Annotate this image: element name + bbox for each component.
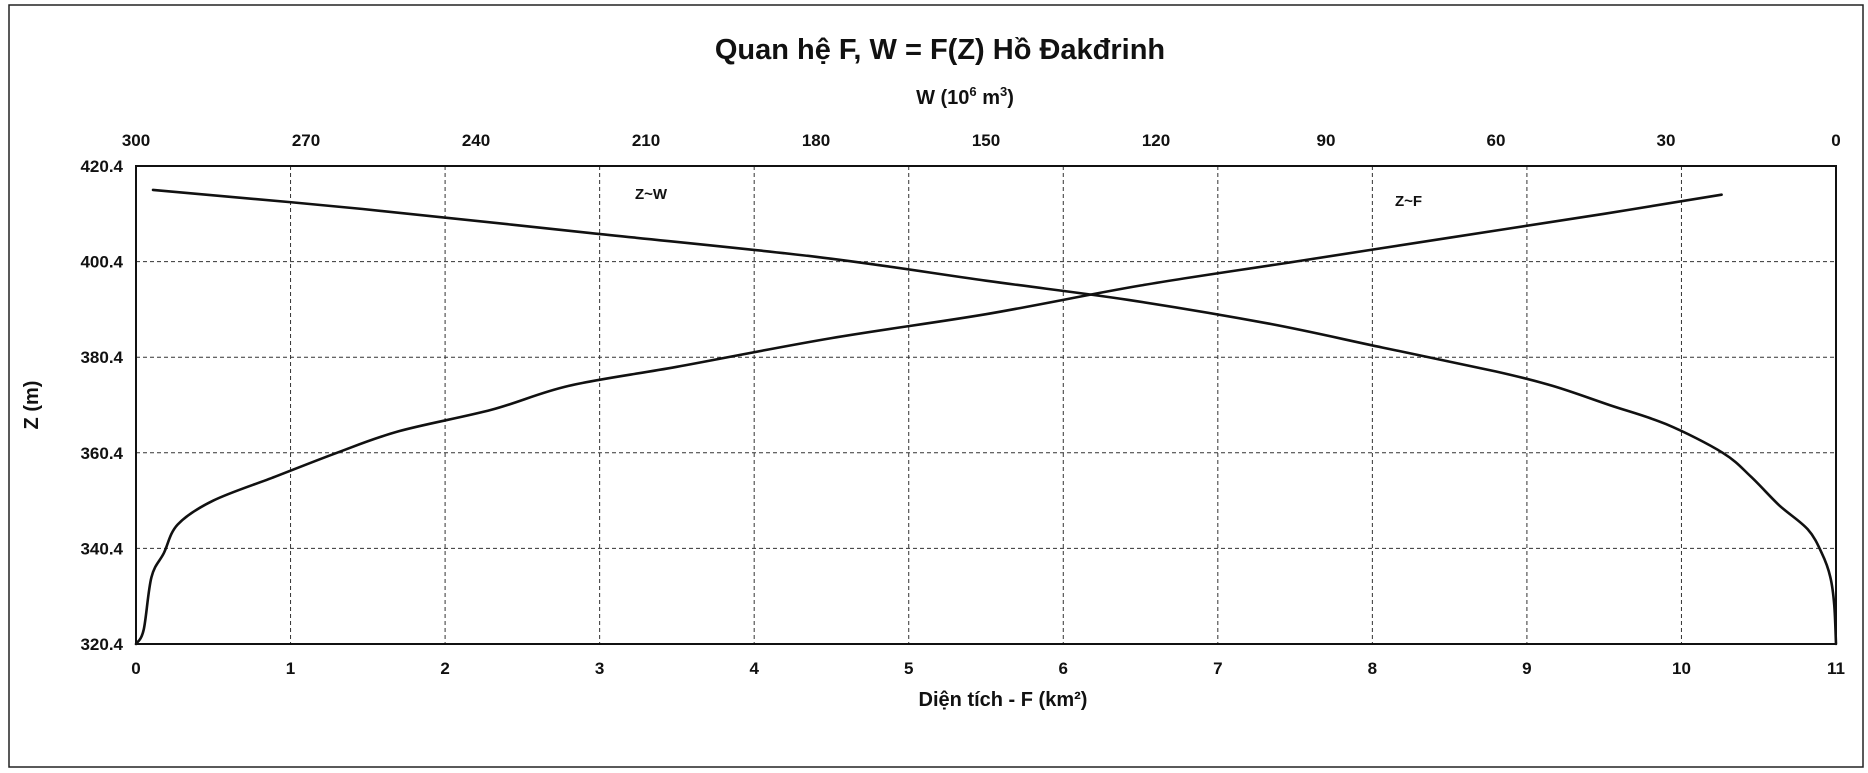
top-x-tick-label: 150 [972,131,1000,150]
x-tick-label: 9 [1522,659,1531,678]
top-x-tick-label: 240 [462,131,490,150]
top-x-tick-label: 180 [802,131,830,150]
y-tick-label: 320.4 [80,635,123,654]
x-tick-label: 2 [440,659,449,678]
y-tick-label: 400.4 [80,253,123,272]
y-tick-label: 340.4 [80,539,123,558]
top-x-tick-label: 300 [122,131,150,150]
x-tick-label: 0 [131,659,140,678]
top-x-tick-label: 60 [1487,131,1506,150]
x-tick-label: 3 [595,659,604,678]
top-axis-title: W (106 m3) [916,84,1014,109]
top-axis-title-end: ) [1007,87,1014,109]
top-x-tick-label: 30 [1657,131,1676,150]
x-tick-label: 8 [1368,659,1377,678]
y-axis-title: Z (m) [21,381,43,430]
top-x-tick-label: 210 [632,131,660,150]
gridlines [136,166,1836,644]
series-line-z-f [134,193,1723,646]
top-axis-title-sup2: 3 [1000,84,1007,99]
series-line-z-w [151,188,1838,646]
series-label-z-f: Z~F [1395,193,1422,210]
x-tick-label: 1 [286,659,295,678]
y-tick-label: 360.4 [80,444,123,463]
top-x-tick-label: 90 [1317,131,1336,150]
x-tick-label: 7 [1213,659,1222,678]
bottom-axis-title: Diện tích - F (km²) [919,689,1088,711]
x-tick-label: 6 [1059,659,1068,678]
plot-area-frame [135,165,1837,645]
top-axis-title-main: W (10 [916,87,969,109]
x-tick-label: 5 [904,659,913,678]
top-x-tick-label: 0 [1831,131,1840,150]
y-tick-label: 380.4 [80,348,123,367]
chart-title: Quan hệ F, W = F(Z) Hồ Đakđrinh [715,34,1165,66]
y-tick-label: 420.4 [80,157,123,176]
outer-frame [8,4,1864,768]
top-axis-title-sup: 6 [969,84,976,99]
x-tick-label: 4 [749,659,759,678]
top-x-tick-label: 270 [292,131,320,150]
top-x-tick-label: 120 [1142,131,1170,150]
x-tick-label: 10 [1672,659,1691,678]
series-label-z-w: Z~W [635,186,668,203]
series-labels: Z~F Z~W [635,186,1422,210]
series-lines [134,188,1838,646]
top-axis-title-tail: m [977,87,1000,109]
x-tick-label: 11 [1827,659,1845,678]
